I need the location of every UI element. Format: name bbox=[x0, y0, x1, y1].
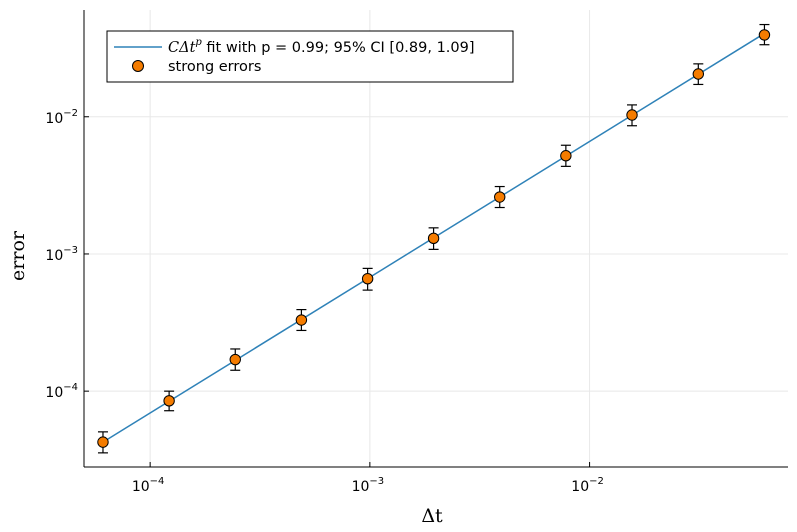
data-point bbox=[692, 63, 705, 86]
legend-fit-text: fit with p = 0.99; 95% CI [0.89, 1.09] bbox=[202, 40, 475, 56]
data-marker bbox=[427, 232, 440, 245]
legend: CΔtp fit with p = 0.99; 95% CI [0.89, 1.… bbox=[106, 30, 514, 83]
data-marker bbox=[560, 150, 572, 162]
data-marker bbox=[97, 436, 109, 448]
data-point bbox=[494, 185, 506, 209]
data-point bbox=[560, 144, 572, 167]
data-marker bbox=[163, 395, 175, 407]
tick-labels: 10−4 10−3 10−2 10−4 10−3 10−2 bbox=[45, 108, 603, 495]
data-marker bbox=[692, 68, 705, 80]
data-marker bbox=[361, 273, 374, 285]
data-point bbox=[427, 227, 440, 250]
x-tick-label: 10−3 bbox=[352, 476, 385, 495]
axes bbox=[83, 10, 788, 468]
legend-entry-fit: CΔtp fit with p = 0.99; 95% CI [0.89, 1.… bbox=[168, 37, 475, 56]
legend-fit-sup: p bbox=[195, 37, 202, 48]
data-marker bbox=[229, 353, 241, 366]
data-marker bbox=[758, 29, 771, 41]
data-marker bbox=[295, 314, 308, 326]
legend-entry-points: strong errors bbox=[168, 59, 261, 75]
y-tick-label: 10−2 bbox=[45, 108, 78, 127]
legend-box bbox=[106, 30, 514, 83]
grid bbox=[84, 10, 788, 467]
x-tick-label: 10−4 bbox=[132, 476, 165, 495]
data-points-layer bbox=[97, 23, 771, 454]
y-tick-label: 10−4 bbox=[45, 382, 78, 401]
data-point bbox=[163, 390, 175, 412]
data-point bbox=[229, 348, 241, 371]
x-tick-label: 10−2 bbox=[571, 476, 604, 495]
x-axis-label: Δt bbox=[421, 505, 443, 527]
data-point bbox=[626, 104, 638, 127]
data-point bbox=[758, 23, 771, 46]
y-tick-label: 10−3 bbox=[45, 245, 78, 264]
legend-marker-swatch bbox=[132, 60, 144, 72]
legend-fit-math: CΔt bbox=[168, 40, 196, 56]
data-marker bbox=[494, 191, 506, 203]
data-point bbox=[295, 309, 308, 332]
y-axis-label: error bbox=[7, 230, 29, 281]
data-marker bbox=[626, 109, 638, 121]
data-point bbox=[97, 431, 109, 454]
data-point bbox=[361, 267, 374, 291]
